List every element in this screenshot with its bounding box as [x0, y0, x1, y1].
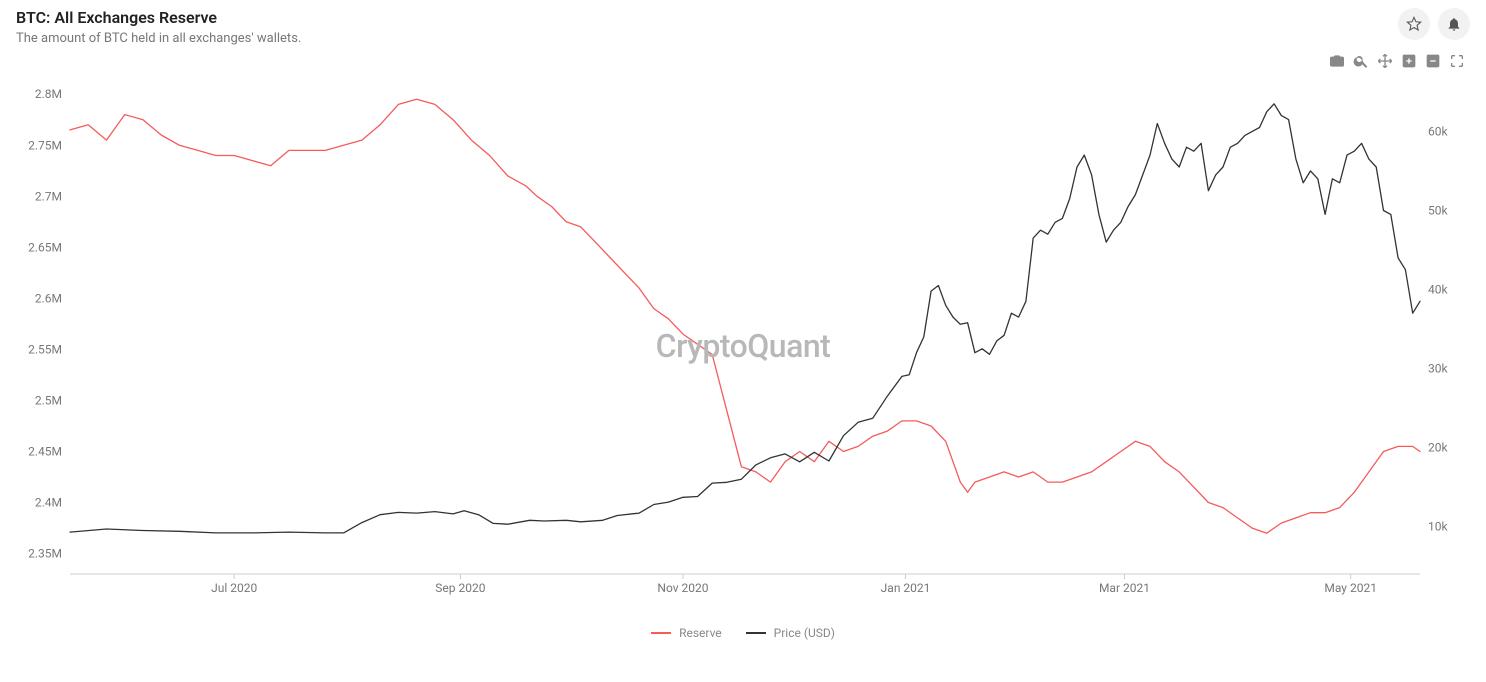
svg-text:Nov 2020: Nov 2020: [657, 581, 708, 595]
zoom-out-button[interactable]: [1424, 52, 1442, 70]
svg-text:2.7M: 2.7M: [35, 189, 62, 203]
legend-label-price: Price (USD): [774, 626, 835, 640]
legend-item-price[interactable]: Price (USD): [746, 626, 835, 640]
legend-label-reserve: Reserve: [679, 626, 722, 640]
top-icons: [1398, 8, 1470, 40]
svg-text:2.4M: 2.4M: [35, 496, 62, 510]
chart-title: BTC: All Exchanges Reserve: [16, 8, 301, 27]
legend: Reserve Price (USD): [0, 626, 1486, 640]
svg-text:2.5M: 2.5M: [35, 393, 62, 407]
svg-text:30k: 30k: [1428, 362, 1448, 376]
svg-text:2.75M: 2.75M: [28, 138, 62, 152]
legend-item-reserve[interactable]: Reserve: [651, 626, 722, 640]
line-chart: 2.35M 2.4M 2.45M 2.5M 2.55M 2.6M 2.65M 2.7M 2.75…: [20, 74, 1466, 614]
svg-text:Jul 2020: Jul 2020: [211, 581, 257, 595]
zoom-in-button[interactable]: [1400, 52, 1418, 70]
header: BTC: All Exchanges Reserve The amount of…: [0, 0, 1486, 46]
svg-text:20k: 20k: [1428, 441, 1448, 455]
svg-text:2.35M: 2.35M: [28, 547, 62, 561]
move-icon: [1377, 53, 1393, 69]
svg-text:10k: 10k: [1428, 520, 1448, 534]
legend-swatch-reserve: [651, 632, 671, 634]
bell-icon: [1446, 16, 1462, 32]
star-icon: [1406, 16, 1422, 32]
expand-icon: [1449, 53, 1465, 69]
minus-icon: [1425, 53, 1441, 69]
svg-text:2.6M: 2.6M: [35, 291, 62, 305]
pan-button[interactable]: [1376, 52, 1394, 70]
chart-subtitle: The amount of BTC held in all exchanges'…: [16, 31, 301, 46]
camera-icon: [1329, 53, 1345, 69]
svg-text:2.55M: 2.55M: [28, 342, 62, 356]
svg-text:2.8M: 2.8M: [35, 87, 62, 101]
svg-text:60k: 60k: [1428, 124, 1448, 138]
svg-text:2.65M: 2.65M: [28, 240, 62, 254]
plus-icon: [1401, 53, 1417, 69]
svg-text:2.45M: 2.45M: [28, 445, 62, 459]
legend-swatch-price: [746, 632, 766, 634]
svg-text:Mar 2021: Mar 2021: [1099, 581, 1150, 595]
svg-text:Jan 2021: Jan 2021: [881, 581, 931, 595]
svg-text:May 2021: May 2021: [1324, 581, 1377, 595]
chart-area[interactable]: 2.35M 2.4M 2.45M 2.5M 2.55M 2.6M 2.65M 2.7M 2.75…: [20, 74, 1466, 618]
zoom-button[interactable]: [1352, 52, 1370, 70]
svg-text:50k: 50k: [1428, 203, 1448, 217]
svg-text:40k: 40k: [1428, 282, 1448, 296]
download-button[interactable]: [1328, 52, 1346, 70]
title-block: BTC: All Exchanges Reserve The amount of…: [16, 8, 301, 46]
svg-text:Sep 2020: Sep 2020: [435, 581, 485, 595]
zoom-icon: [1353, 53, 1369, 69]
fullscreen-button[interactable]: [1448, 52, 1466, 70]
alert-button[interactable]: [1438, 8, 1470, 40]
chart-toolbar: [0, 46, 1486, 70]
favorite-button[interactable]: [1398, 8, 1430, 40]
